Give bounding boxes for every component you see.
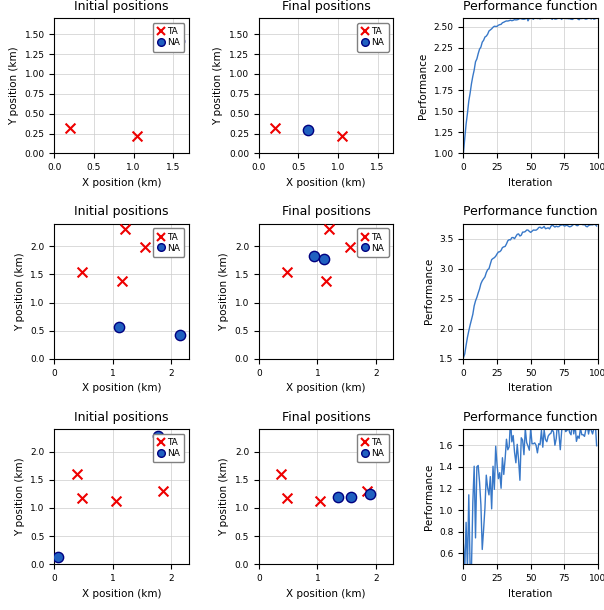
Point bbox=[117, 276, 126, 286]
Y-axis label: Y position (km): Y position (km) bbox=[14, 458, 25, 536]
Title: Initial positions: Initial positions bbox=[74, 206, 169, 218]
Point bbox=[347, 492, 356, 501]
Point bbox=[77, 493, 87, 503]
Legend: TA, NA: TA, NA bbox=[153, 23, 184, 52]
Point bbox=[324, 224, 334, 234]
Y-axis label: Y position (km): Y position (km) bbox=[9, 46, 19, 125]
Title: Final positions: Final positions bbox=[282, 0, 370, 13]
X-axis label: X position (km): X position (km) bbox=[82, 178, 161, 188]
Point bbox=[303, 126, 313, 135]
Point bbox=[175, 330, 185, 340]
Point bbox=[365, 240, 375, 250]
Point bbox=[337, 131, 347, 141]
Point bbox=[315, 497, 325, 506]
Y-axis label: Y position (km): Y position (km) bbox=[219, 252, 230, 331]
Legend: TA, NA: TA, NA bbox=[357, 434, 389, 462]
Point bbox=[158, 486, 167, 496]
Point bbox=[65, 123, 75, 133]
Point bbox=[77, 267, 87, 276]
X-axis label: X position (km): X position (km) bbox=[286, 383, 366, 393]
Point bbox=[140, 243, 150, 253]
Point bbox=[345, 243, 355, 253]
Point bbox=[282, 267, 292, 276]
Point bbox=[321, 276, 331, 286]
X-axis label: Iteration: Iteration bbox=[509, 589, 553, 598]
Point bbox=[111, 497, 121, 506]
Y-axis label: Performance: Performance bbox=[424, 258, 434, 325]
Point bbox=[333, 492, 342, 501]
Title: Performance function: Performance function bbox=[463, 206, 598, 218]
X-axis label: Iteration: Iteration bbox=[509, 178, 553, 188]
Title: Performance function: Performance function bbox=[463, 411, 598, 424]
Title: Final positions: Final positions bbox=[282, 411, 370, 424]
Point bbox=[120, 224, 129, 234]
Point bbox=[282, 493, 292, 503]
Point bbox=[310, 251, 320, 261]
Legend: TA, NA: TA, NA bbox=[153, 434, 184, 462]
Title: Final positions: Final positions bbox=[282, 206, 370, 218]
Title: Performance function: Performance function bbox=[463, 0, 598, 13]
X-axis label: X position (km): X position (km) bbox=[82, 383, 161, 393]
Y-axis label: Y position (km): Y position (km) bbox=[219, 458, 230, 536]
Y-axis label: Y position (km): Y position (km) bbox=[14, 252, 25, 331]
Point bbox=[133, 131, 143, 141]
Point bbox=[270, 123, 280, 133]
Legend: TA, NA: TA, NA bbox=[357, 23, 389, 52]
X-axis label: Iteration: Iteration bbox=[509, 383, 553, 393]
Point bbox=[175, 35, 184, 45]
Point bbox=[276, 469, 286, 479]
Point bbox=[362, 486, 372, 496]
Point bbox=[114, 322, 124, 332]
Title: Initial positions: Initial positions bbox=[74, 0, 169, 13]
Y-axis label: Performance: Performance bbox=[418, 52, 428, 119]
Point bbox=[54, 553, 63, 562]
Point bbox=[153, 431, 163, 441]
Y-axis label: Y position (km): Y position (km) bbox=[213, 46, 223, 125]
Title: Initial positions: Initial positions bbox=[74, 411, 169, 424]
Y-axis label: Performance: Performance bbox=[424, 464, 434, 530]
X-axis label: X position (km): X position (km) bbox=[286, 178, 366, 188]
X-axis label: X position (km): X position (km) bbox=[286, 589, 366, 598]
Legend: TA, NA: TA, NA bbox=[357, 228, 389, 257]
Point bbox=[320, 254, 329, 264]
X-axis label: X position (km): X position (km) bbox=[82, 589, 161, 598]
Legend: TA, NA: TA, NA bbox=[153, 228, 184, 257]
Point bbox=[365, 489, 375, 499]
Point bbox=[72, 469, 82, 479]
